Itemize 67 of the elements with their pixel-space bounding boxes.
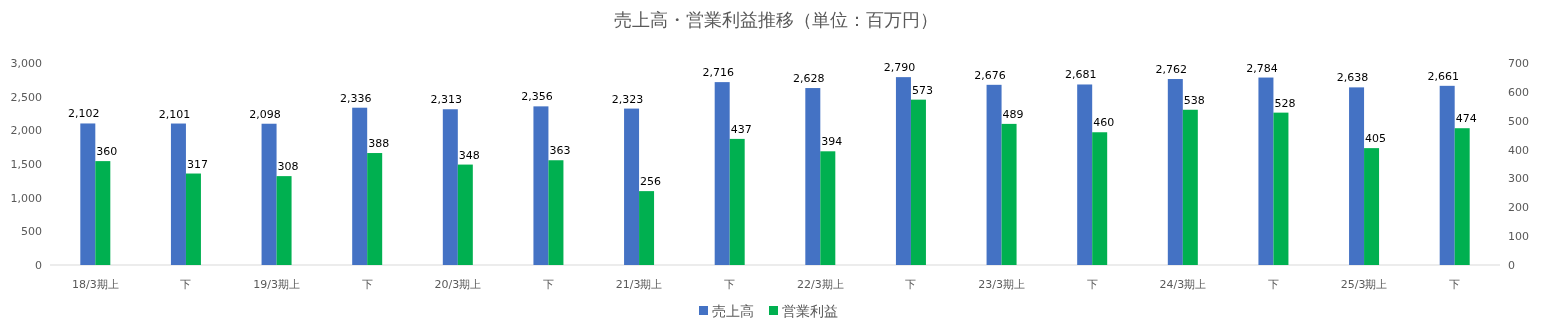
data-label: 2,716 — [702, 66, 734, 80]
data-label: 2,101 — [158, 107, 191, 121]
y-tick-label: 1,000 — [10, 191, 42, 205]
x-tick-label: 19/3期上 — [253, 278, 300, 291]
y-tick-label: 2,500 — [10, 90, 42, 104]
data-label: 2,681 — [1064, 68, 1097, 82]
data-label: 528 — [1274, 96, 1296, 110]
x-tick-label: 下 — [361, 278, 373, 291]
data-label: 394 — [821, 135, 843, 149]
bar — [624, 108, 640, 265]
x-tick-label: 18/3期上 — [71, 278, 119, 291]
y-tick-label: 3,000 — [10, 57, 42, 70]
y-tick-label: 1,500 — [10, 158, 42, 171]
data-label: 2,784 — [1246, 61, 1278, 75]
data-label: 2,762 — [1155, 63, 1188, 77]
x-tick-label: 下 — [1086, 278, 1098, 291]
y2-tick-label: 400 — [1508, 143, 1529, 157]
x-tick-label: 下 — [905, 278, 917, 291]
data-label: 437 — [730, 122, 752, 136]
data-label: 2,336 — [339, 91, 372, 105]
data-label: 2,098 — [249, 107, 281, 121]
x-tick-label: 下 — [724, 278, 736, 291]
data-label: 2,356 — [521, 90, 553, 104]
data-label: 2,102 — [68, 107, 100, 121]
data-label: 573 — [911, 83, 933, 97]
x-tick-label: 下 — [542, 278, 554, 291]
data-label: 2,323 — [611, 92, 644, 106]
x-tick-label: 23/3期上 — [978, 278, 1025, 291]
legend-label: 営業利益 — [782, 303, 838, 319]
data-label: 2,628 — [793, 72, 825, 86]
data-label: 489 — [1002, 107, 1024, 121]
y2-tick-label: 200 — [1508, 201, 1529, 215]
data-label: 538 — [1183, 93, 1205, 107]
y-tick-label: 500 — [21, 225, 42, 239]
data-label: 474 — [1455, 112, 1477, 126]
x-tick-label: 下 — [1267, 278, 1279, 291]
data-label: 388 — [368, 137, 390, 151]
y2-tick-label: 700 — [1508, 57, 1529, 70]
y2-tick-label: 300 — [1508, 172, 1529, 186]
data-label: 460 — [1093, 116, 1115, 130]
data-label: 317 — [186, 157, 208, 171]
data-label: 405 — [1365, 132, 1387, 146]
y-tick-label: 2,000 — [10, 124, 42, 138]
data-label: 2,676 — [974, 68, 1006, 82]
y2-tick-label: 0 — [1508, 259, 1515, 272]
data-label: 2,661 — [1427, 69, 1459, 83]
y2-tick-label: 100 — [1508, 230, 1529, 244]
data-label: 363 — [549, 144, 571, 158]
data-label: 256 — [640, 175, 662, 189]
chart-title: 売上高・営業利益推移（単位：百万円） — [614, 9, 938, 30]
y-tick-label: 0 — [35, 259, 42, 272]
data-label: 360 — [96, 145, 118, 159]
x-tick-label: 下 — [180, 278, 192, 291]
x-tick-label: 21/3期上 — [615, 278, 663, 291]
data-label: 2,313 — [430, 93, 463, 107]
x-tick-label: 24/3期上 — [1159, 278, 1207, 291]
legend-label: 売上高 — [712, 303, 754, 319]
data-label: 2,790 — [883, 61, 916, 75]
x-tick-label: 22/3期上 — [796, 278, 844, 291]
data-label: 348 — [458, 148, 480, 162]
x-tick-label: 20/3期上 — [434, 278, 482, 291]
y2-tick-label: 600 — [1508, 85, 1529, 99]
data-label: 308 — [277, 160, 299, 174]
x-tick-label: 下 — [1449, 278, 1461, 291]
x-tick-label: 25/3期上 — [1340, 278, 1388, 291]
data-label: 2,638 — [1336, 71, 1369, 85]
y2-tick-label: 500 — [1508, 114, 1529, 128]
